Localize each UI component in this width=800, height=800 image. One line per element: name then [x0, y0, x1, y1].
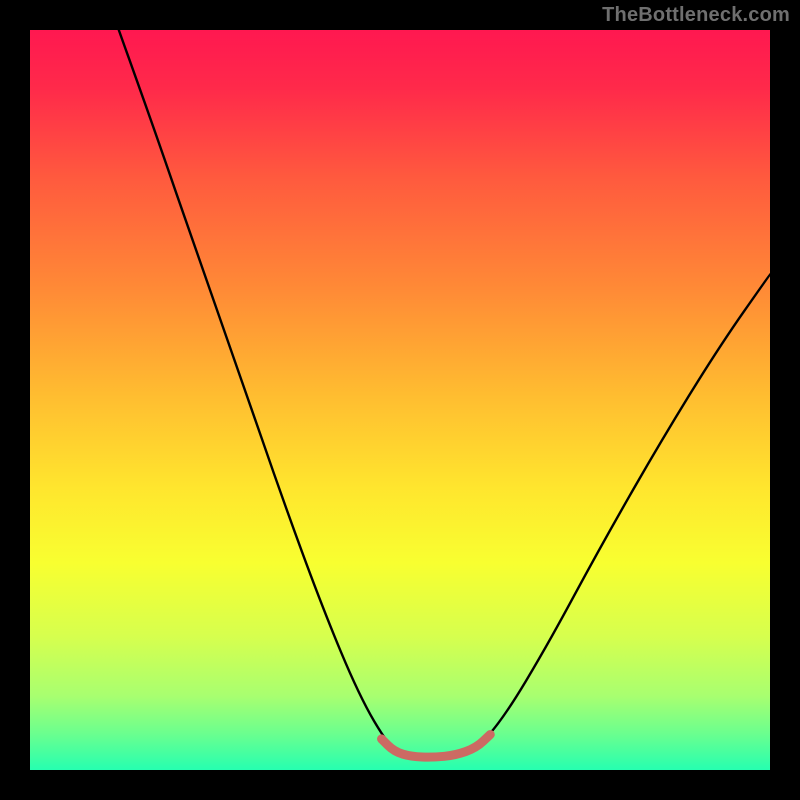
bottleneck-chart	[0, 0, 800, 800]
chart-container: TheBottleneck.com	[0, 0, 800, 800]
gradient-background	[30, 30, 770, 770]
watermark-text: TheBottleneck.com	[602, 4, 790, 27]
